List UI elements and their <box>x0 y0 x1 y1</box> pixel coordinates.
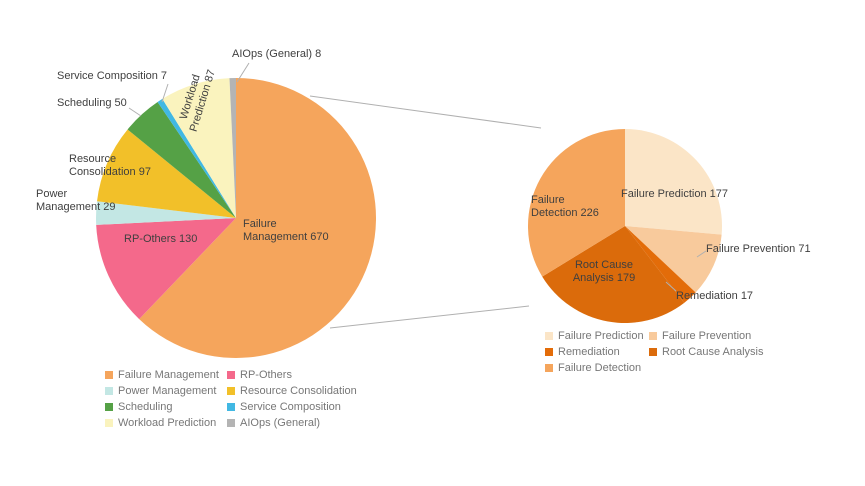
legend-label-aiops-general: AIOps (General) <box>240 417 321 429</box>
legend-breakdown-pie: Failure Prediction Remediation Failure Det… <box>545 328 764 376</box>
legend-item-failure-prevention: Failure Prevention <box>649 328 764 344</box>
leader-line-aiops <box>236 62 250 83</box>
legend-item-resource-consolidation: Resource Consolidation <box>227 383 357 399</box>
legend-label-service-composition: Service Composition <box>240 401 341 413</box>
legend-label-remediation: Remediation <box>558 346 620 358</box>
legend-item-scheduling: Scheduling <box>105 399 227 415</box>
legend-swatch-workload-prediction <box>105 419 113 427</box>
legend-item-rp-others: RP-Others <box>227 367 357 383</box>
legend-item-power-management: Power Management <box>105 383 227 399</box>
label-failure-detection: Failure Detection 226 <box>531 194 599 219</box>
legend-swatch-rp-others <box>227 371 235 379</box>
label-failure-prediction: Failure Prediction 177 <box>621 188 729 200</box>
label-failure-management: Failure Management 670 <box>243 218 329 243</box>
label-scheduling: Scheduling 50 <box>57 97 127 109</box>
label-rp-others: RP-Others 130 <box>124 233 198 245</box>
legend-item-remediation: Remediation <box>545 344 649 360</box>
legend-swatch-power-management <box>105 387 113 395</box>
legend-swatch-service-composition <box>227 403 235 411</box>
legend-item-failure-prediction: Failure Prediction <box>545 328 649 344</box>
legend-swatch-failure-detection <box>545 364 553 372</box>
leader-line-remediation <box>665 281 677 292</box>
legend-swatch-remediation <box>545 348 553 356</box>
legend-main-pie: Failure Management Power Management Schedu… <box>105 367 357 431</box>
legend-swatch-failure-management <box>105 371 113 379</box>
pie-slice-service-composition <box>157 98 236 218</box>
pie-slice-failure-management <box>139 78 377 358</box>
leader-line-scheduling <box>128 107 142 117</box>
leader-line-failure-prevention <box>696 250 707 258</box>
pie-slice-rp-others <box>96 218 236 320</box>
label-root-cause-analysis: Root Cause Analysis 179 <box>572 259 636 284</box>
legend-label-workload-prediction: Workload Prediction <box>118 417 217 429</box>
legend-swatch-failure-prediction <box>545 332 553 340</box>
legend-label-failure-prediction: Failure Prediction <box>558 330 644 342</box>
legend-label-failure-prevention: Failure Prevention <box>662 330 752 342</box>
legend-label-rp-others: RP-Others <box>240 369 292 381</box>
legend-label-failure-management: Failure Management <box>118 369 219 381</box>
leader-line-service-composition <box>161 83 169 103</box>
legend-label-root-cause-analysis: Root Cause Analysis <box>662 346 764 358</box>
pie-slice-root-cause-analysis <box>542 226 685 324</box>
legend-label-failure-detection: Failure Detection <box>558 362 642 374</box>
legend-swatch-failure-prevention <box>649 332 657 340</box>
series-connector-line-bottom <box>329 305 530 329</box>
label-power-management: Power Management 29 <box>36 188 116 213</box>
pie-slice-workload-prediction <box>162 78 236 219</box>
pie-slice-failure-detection <box>527 129 625 277</box>
pie-slice-resource-consolidation <box>97 129 236 218</box>
legend-item-root-cause-analysis: Root Cause Analysis <box>649 344 764 360</box>
legend-item-workload-prediction: Workload Prediction <box>105 415 227 431</box>
label-aiops-general: AIOps (General) 8 <box>232 48 322 60</box>
label-resource-consolidation: Resource Consolidation 97 <box>69 153 151 178</box>
pie-slice-remediation <box>625 226 696 303</box>
legend-swatch-root-cause-analysis <box>649 348 657 356</box>
legend-swatch-resource-consolidation <box>227 387 235 395</box>
legend-item-failure-detection: Failure Detection <box>545 360 649 376</box>
legend-label-power-management: Power Management <box>118 385 217 397</box>
legend-swatch-aiops-general <box>227 419 235 427</box>
legend-item-service-composition: Service Composition <box>227 399 357 415</box>
legend-item-aiops-general: AIOps (General) <box>227 415 357 431</box>
label-failure-prevention: Failure Prevention 71 <box>706 243 811 255</box>
legend-swatch-scheduling <box>105 403 113 411</box>
label-service-composition: Service Composition 7 <box>57 70 168 82</box>
label-remediation: Remediation 17 <box>676 290 754 302</box>
series-connector-line-top <box>309 95 542 129</box>
pie-slice-scheduling <box>127 102 236 218</box>
legend-label-scheduling: Scheduling <box>118 401 173 413</box>
pie-slice-aiops-general <box>229 77 236 218</box>
legend-item-failure-management: Failure Management <box>105 367 227 383</box>
pie-slice-failure-prediction <box>625 129 723 235</box>
pie-slice-failure-prevention <box>625 226 722 293</box>
legend-label-resource-consolidation: Resource Consolidation <box>240 385 357 397</box>
pie-slice-power-management <box>95 201 236 225</box>
